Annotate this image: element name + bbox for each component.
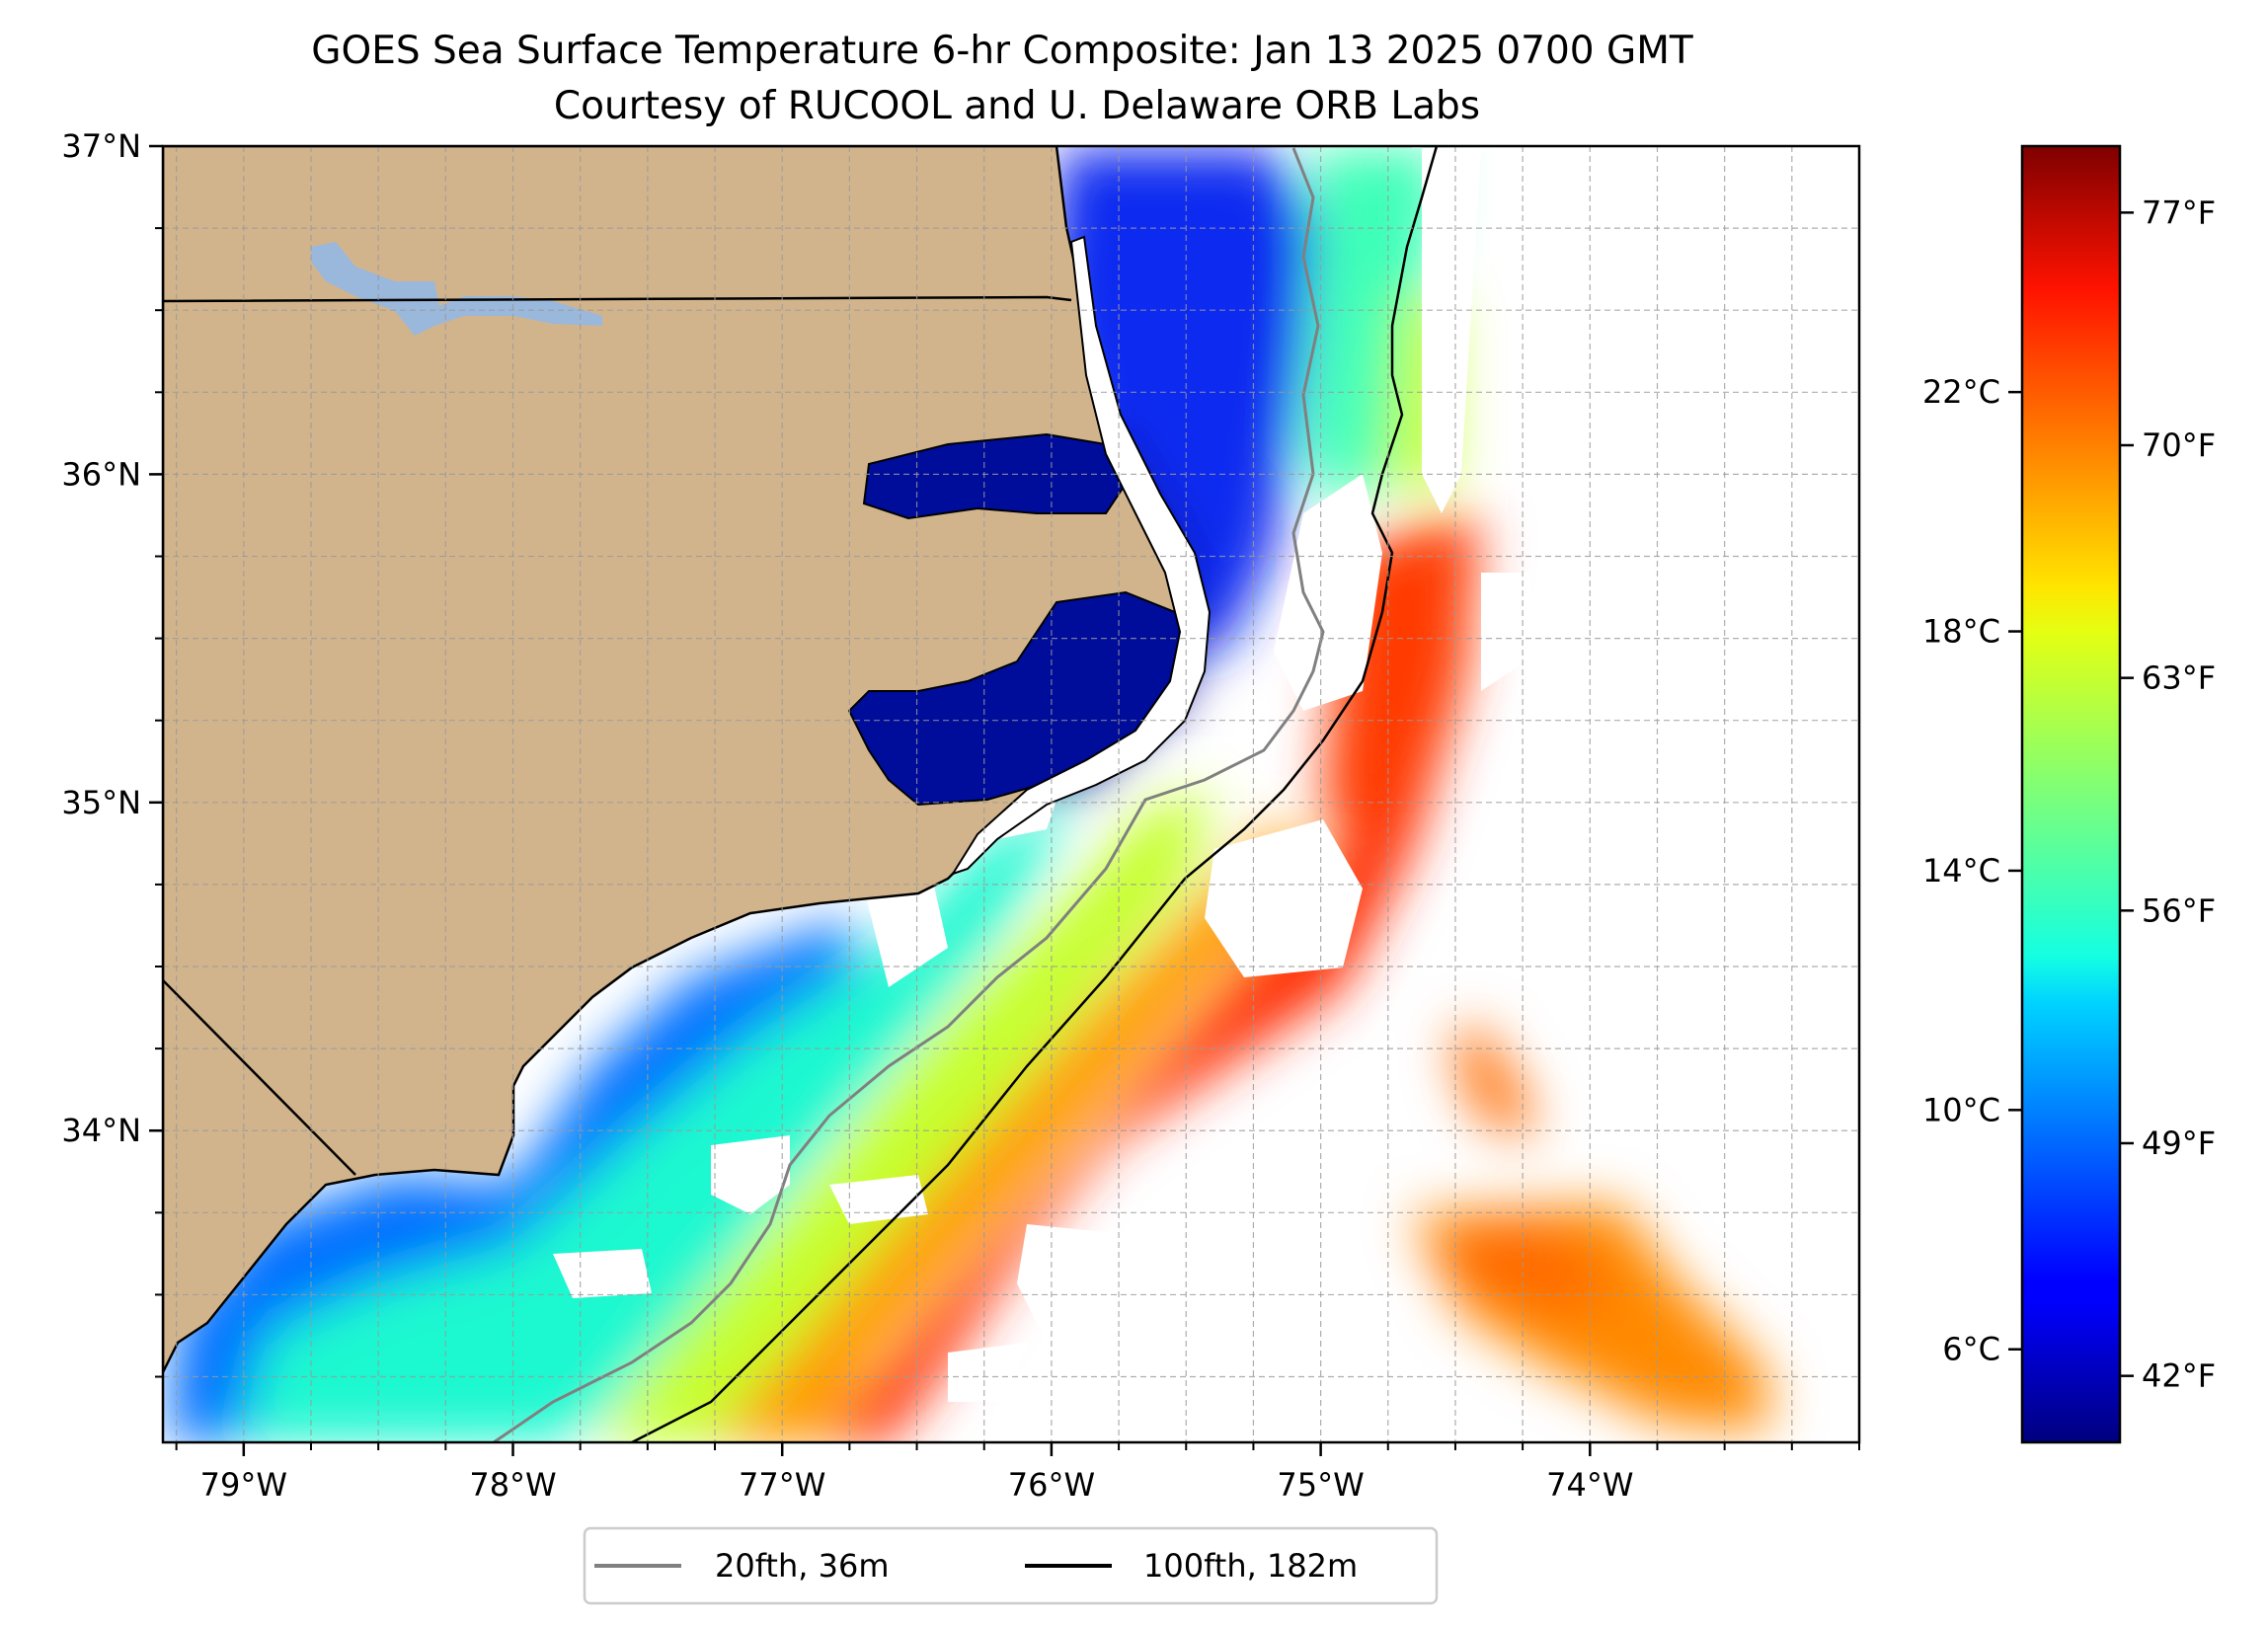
outer-banks	[950, 235, 1212, 876]
sst-field	[168, 146, 1767, 1442]
fahrenheit-tick-label: 42°F	[2142, 1357, 2216, 1395]
legend-label-20fth: 20fth, 36m	[715, 1547, 889, 1585]
title-line-1: GOES Sea Surface Temperature 6-hr Compos…	[311, 29, 1693, 73]
lon-tick-label: 75°W	[1277, 1466, 1364, 1504]
lon-tick-label: 76°W	[1008, 1466, 1095, 1504]
fahrenheit-tick-label: 49°F	[2142, 1124, 2216, 1162]
lon-tick-label: 74°W	[1546, 1466, 1633, 1504]
celsius-tick-label: 10°C	[1922, 1091, 2000, 1128]
state-border-nc-va	[163, 295, 1072, 303]
lon-tick-label: 77°W	[739, 1466, 825, 1504]
fahrenheit-tick-label: 63°F	[2142, 659, 2216, 697]
lat-tick-label: 34°N	[61, 1112, 141, 1149]
lat-tick-label: 35°N	[61, 784, 141, 821]
colorbar-axes: 42°F 49°F 56°F 63°F 70°F 77°F 6°C 10°C 14°C 18°C 2…	[1922, 194, 2216, 1394]
lon-tick-label: 79°W	[200, 1466, 287, 1504]
fahrenheit-tick-label: 70°F	[2142, 426, 2216, 464]
celsius-tick-label: 18°C	[1922, 613, 2000, 651]
colorbar-frame	[2020, 144, 2122, 1444]
lat-tick-label: 37°N	[61, 127, 141, 165]
lon-tick-label: 78°W	[469, 1466, 556, 1504]
fahrenheit-tick-label: 56°F	[2142, 891, 2216, 929]
map-axes: 79°W 78°W 77°W 76°W 75°W 74°W 37°N 36°N 35°N 34°N	[61, 127, 1860, 1504]
legend-box	[583, 1526, 1439, 1605]
celsius-tick-label: 14°C	[1922, 852, 2000, 890]
isobath-100fth	[631, 146, 1439, 1442]
fahrenheit-tick-label: 77°F	[2142, 194, 2216, 231]
gridlines	[163, 146, 1859, 1442]
isobath-20fth	[493, 147, 1325, 1442]
legend-label-100fth: 100fth, 182m	[1143, 1547, 1358, 1585]
celsius-tick-label: 6°C	[1942, 1331, 2000, 1368]
title-line-2: Courtesy of RUCOOL and U. Delaware ORB L…	[554, 84, 1480, 128]
map-panel	[163, 146, 1859, 1442]
lake	[311, 242, 602, 336]
map-frame	[161, 144, 1861, 1444]
celsius-tick-label: 22°C	[1922, 373, 2000, 411]
state-border-nc-sc	[163, 979, 356, 1176]
colorbar	[2022, 146, 2120, 1442]
lat-tick-label: 36°N	[61, 455, 141, 493]
albemarle-sound	[862, 432, 1128, 520]
isobath-legend: 20fth, 36m 100fth, 182m	[583, 1526, 1439, 1605]
